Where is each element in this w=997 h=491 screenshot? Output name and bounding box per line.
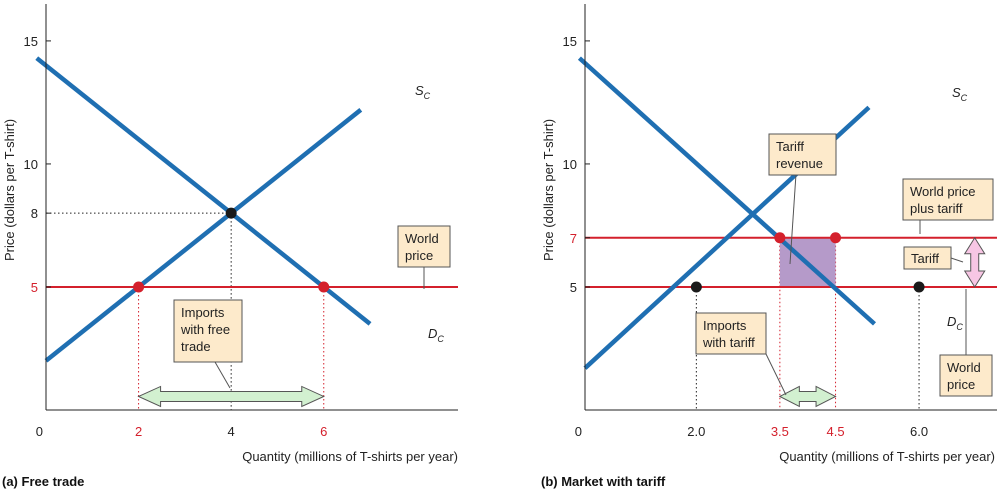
panel-b-x-tick-label-0: 0 [575,424,582,439]
svg-text:price: price [947,377,975,392]
panel-b-tariff-revenue-callout: Tariff revenue [768,133,837,265]
panel-a-curves [35,56,372,363]
svg-text:World: World [405,231,439,246]
panel-a-x-tick-label-2: 2 [135,424,142,439]
panel-b-x-ticks: 0 2.0 3.5 4.5 6.0 [575,424,928,439]
panel-a-x-tick-label-4: 4 [228,424,235,439]
panel-b-demand-label: DC [947,314,963,332]
panel-a-imports-arrow [137,385,325,408]
panel-b-y-tick-label-5: 5 [570,280,577,295]
panel-a-demand-label: DC [428,326,444,344]
panel-b-arrows [778,236,986,408]
panel-a-supply-curve [44,108,363,363]
panel-b-tariff-callout: Tariff [903,246,964,270]
panel-a-x-ticks: 0 2 4 6 [36,424,328,439]
panel-b-x-tick-label-2.0: 2.0 [687,424,705,439]
panel-b-axes [584,4,997,411]
panel-b-y-ticks: 5 7 10 15 [563,34,590,295]
panel-b: 5 7 10 15 0 2.0 3.5 4.5 6.0 Price (dollars per … [541,4,997,489]
panel-b-supply-label: SC [952,85,968,103]
svg-text:Tariff: Tariff [911,251,939,266]
svg-text:World: World [947,360,981,375]
panel-a-arrows [137,385,325,408]
panel-b-equilibrium-point-1 [913,281,925,293]
svg-text:price: price [405,248,433,263]
svg-text:revenue: revenue [776,156,823,171]
panel-b-x-tick-label-4.5: 4.5 [827,424,845,439]
panel-a-y-tick-label-8: 8 [31,206,38,221]
panel-b-points [690,232,925,293]
panel-a-y-tick-label-5: 5 [31,280,38,295]
panel-b-trade-point-3 [830,232,842,244]
panel-a-x-tick-label-6: 6 [320,424,327,439]
panel-b-equilibrium-point-0 [690,281,702,293]
panel-b-tariff-arrow [963,236,986,288]
panel-b-y-tick-label-10: 10 [563,157,577,172]
panel-a-trade-point-0 [133,281,145,293]
panel-a-demand-curve [35,56,372,326]
svg-text:trade: trade [181,339,211,354]
svg-text:World price: World price [910,184,976,199]
panel-b-y-tick-label-15: 15 [563,34,577,49]
panel-b-imports-callout: Imports with tariff [695,312,787,396]
panel-a-points [133,207,330,293]
panel-b-label: (b) Market with tariff [541,474,666,489]
panel-a-trade-point-1 [318,281,330,293]
svg-text:Tariff: Tariff [776,139,804,154]
panel-b-trade-point-2 [774,232,786,244]
panel-a-guides [46,212,325,410]
svg-text:plus tariff: plus tariff [910,201,963,216]
panel-a-label: (a) Free trade [2,474,84,489]
panel-a-x-tick-label-0: 0 [36,424,43,439]
panel-b-x-tick-label-3.5: 3.5 [771,424,789,439]
panel-b-hlines [585,236,997,288]
panel-a-imports-callout: Imports with free trade [173,299,243,389]
panel-a-axes [45,4,458,411]
panel-b-demand-curve [577,56,877,326]
panel-b-xlabel: Quantity (millions of T-shirts per year) [779,449,995,464]
panel-b-x-tick-label-6.0: 6.0 [910,424,928,439]
svg-text:with free: with free [180,322,230,337]
panel-a-y-tick-label-15: 15 [24,34,38,49]
panel-b-world-price-plus-tariff-callout: World price plus tariff [902,178,994,234]
panel-a-ylabel: Price (dollars per T-shirt) [2,119,17,261]
panel-a-y-ticks: 5 8 10 15 [24,34,51,295]
panel-a-equilibrium-point-2 [225,207,237,219]
panel-b-imports-arrow [778,385,837,408]
panel-a-y-tick-label-10: 10 [24,157,38,172]
panel-a-supply-label: SC [415,83,431,101]
panel-a-world-price-callout: World price [397,225,451,289]
panel-b-y-tick-label-7: 7 [570,231,577,246]
svg-text:with tariff: with tariff [702,335,755,350]
panel-b-world-price-callout: World price [939,289,993,397]
svg-text:Imports: Imports [181,305,225,320]
panel-b-ylabel: Price (dollars per T-shirt) [541,119,556,261]
svg-text:Imports: Imports [703,318,747,333]
panel-a-xlabel: Quantity (millions of T-shirts per year) [242,449,458,464]
